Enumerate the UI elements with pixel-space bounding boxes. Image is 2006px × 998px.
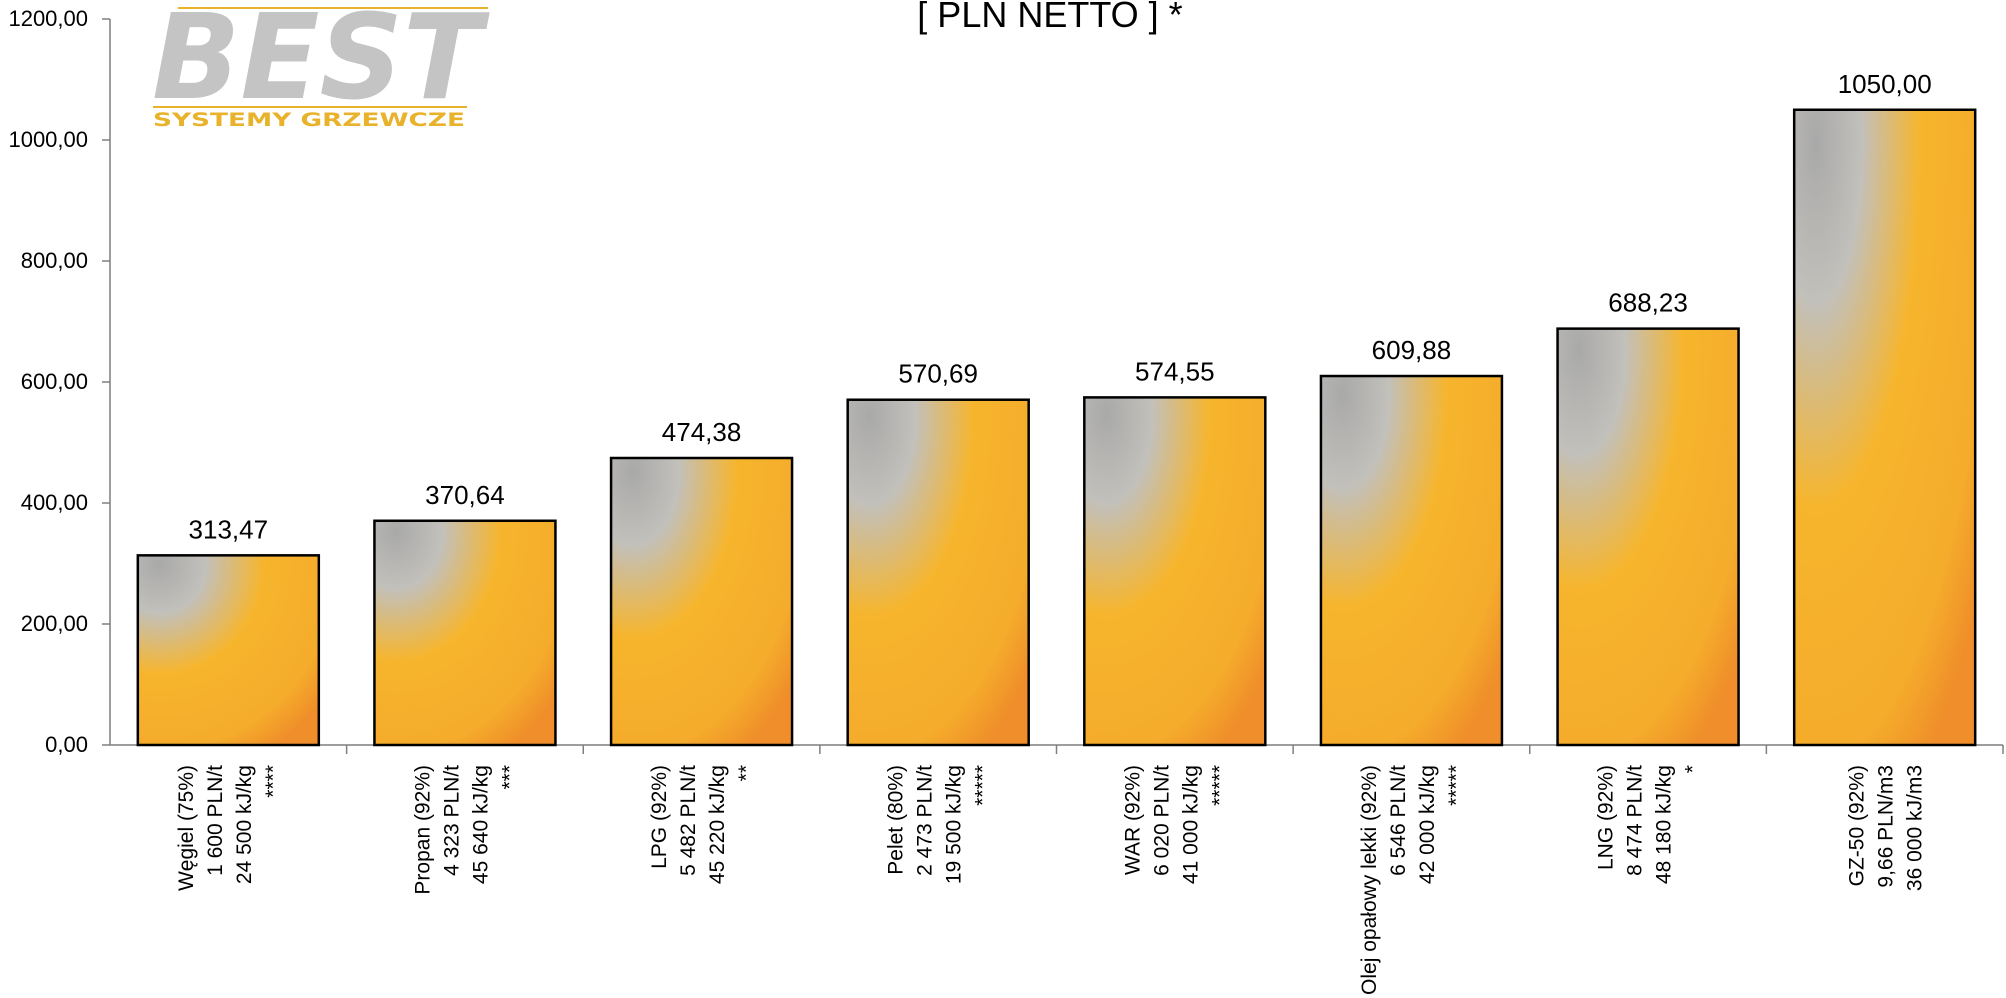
category-label: WAR (92%) 6 020 PLN/t 41 000 kJ/kg ***** — [1121, 765, 1231, 884]
category-label-line: Olej opałowy lekki (92%) — [1358, 765, 1381, 995]
bar-series — [136, 108, 1977, 747]
category-label-line: ***** — [1208, 765, 1231, 806]
category-label-line: LPG (92%) — [648, 765, 671, 869]
y-tick-label: 1000,00 — [8, 127, 88, 152]
category-label-line: 2 473 PLN/t — [914, 765, 937, 876]
category-label-line: ** — [735, 765, 758, 781]
category-label-line: GZ-50 (92%) — [1846, 765, 1869, 886]
bar — [1792, 108, 1977, 747]
bar — [846, 398, 1030, 747]
bar-value-label: 474,38 — [662, 417, 742, 447]
bar — [373, 519, 557, 747]
category-label: LNG (92%) 8 474 PLN/t 48 180 kJ/kg * — [1595, 765, 1705, 884]
category-label-line: WAR (92%) — [1121, 765, 1144, 875]
category-label-line: 45 220 kJ/kg — [706, 765, 729, 884]
category-label-line: **** — [262, 765, 285, 798]
x-axis — [110, 744, 2004, 754]
y-tick-label: 200,00 — [21, 611, 88, 636]
category-label-line: 45 640 kJ/kg — [469, 765, 492, 884]
bar — [136, 554, 321, 747]
category-label-line: LNG (92%) — [1595, 765, 1618, 870]
category-label-line: ***** — [972, 765, 995, 806]
category-label-line: 8 474 PLN/t — [1624, 765, 1647, 876]
bar-value-label: 609,88 — [1372, 335, 1452, 365]
bar-value-label: 570,69 — [898, 359, 978, 389]
y-tick-label: 400,00 — [21, 490, 88, 515]
bar-value-label: 313,47 — [189, 514, 269, 544]
category-label-line: 42 000 kJ/kg — [1416, 765, 1439, 884]
category-label-line: 6 546 PLN/t — [1387, 765, 1410, 876]
brand-logo: BEST SYSTEMY GRZEWCZE — [152, 0, 490, 131]
category-label-line: * — [1682, 765, 1705, 773]
logo-wordmark: BEST — [152, 0, 490, 126]
value-labels: 313,47 370,64 474,38 570,69 574,55 609,88 688,… — [189, 69, 1932, 545]
category-label-line: 41 000 kJ/kg — [1179, 765, 1202, 884]
category-label: Olej opałowy lekki (92%) 6 546 PLN/t 42 00… — [1358, 765, 1468, 995]
category-label: LPG (92%) 5 482 PLN/t 45 220 kJ/kg ** — [648, 765, 758, 884]
category-labels: Węgiel (75%) 1 600 PLN/t 24 500 kJ/kg **** P… — [175, 765, 1927, 995]
y-axis: 0,00 200,00 400,00 600,00 800,00 1000,00 1200,… — [8, 6, 111, 757]
logo-subtitle: SYSTEMY GRZEWCZE — [153, 109, 465, 131]
category-label-line: *** — [498, 765, 521, 790]
bar-value-label: 574,55 — [1135, 356, 1215, 386]
category-label-line: 48 180 kJ/kg — [1653, 765, 1676, 884]
bar-value-label: 370,64 — [425, 480, 505, 510]
y-tick-label: 0,00 — [45, 732, 88, 757]
bar — [1083, 396, 1267, 747]
category-label-line: Propan (92%) — [411, 765, 434, 895]
category-label-line: Węgiel (75%) — [175, 765, 198, 891]
category-label-line: 5 482 PLN/t — [677, 765, 700, 876]
category-label-line: 6 020 PLN/t — [1150, 765, 1173, 876]
category-label: Węgiel (75%) 1 600 PLN/t 24 500 kJ/kg **** — [175, 765, 285, 891]
category-label: Pelet (80%) 2 473 PLN/t 19 500 kJ/kg ***** — [885, 765, 995, 884]
y-tick-label: 800,00 — [21, 248, 88, 273]
category-label-line: 19 500 kJ/kg — [943, 765, 966, 884]
category-label-line: 4 323 PLN/t — [440, 765, 463, 876]
category-label-line: 9,66 PLN/m3 — [1875, 765, 1898, 888]
category-label-line: ***** — [1445, 765, 1468, 806]
bar-value-label: 1050,00 — [1838, 69, 1932, 99]
bar — [609, 456, 794, 747]
y-tick-label: 1200,00 — [8, 6, 88, 31]
bar — [1319, 374, 1504, 747]
category-label-line: 36 000 kJ/m3 — [1904, 765, 1927, 891]
chart-title: [ PLN NETTO ] * — [917, 0, 1182, 35]
category-label-line: 1 600 PLN/t — [204, 765, 227, 876]
y-tick-label: 600,00 — [21, 369, 88, 394]
category-label-line: Pelet (80%) — [885, 765, 908, 875]
category-label: GZ-50 (92%) 9,66 PLN/m3 36 000 kJ/m3 — [1846, 765, 1927, 891]
category-label-line: 24 500 kJ/kg — [233, 765, 256, 884]
bar — [1556, 327, 1740, 747]
category-label: Propan (92%) 4 323 PLN/t 45 640 kJ/kg *** — [411, 765, 521, 895]
bar-value-label: 688,23 — [1608, 288, 1688, 318]
